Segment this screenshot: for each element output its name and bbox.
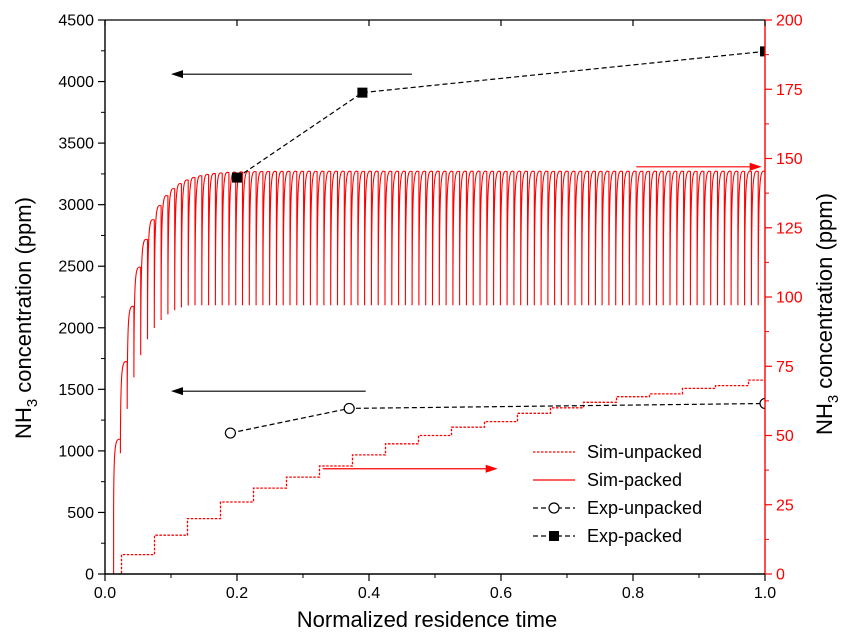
arrow-right-2 [636, 162, 762, 171]
y-left-title-main: NH [11, 407, 36, 439]
annotation-layer [171, 70, 762, 473]
y-left-tick-label-0: 0 [85, 567, 94, 584]
y-left-tick-label-8: 4000 [58, 74, 94, 91]
y-right-tick-label-1: 25 [776, 497, 794, 514]
x-axis-title: Normalized residence time [297, 607, 557, 632]
axes-layer: 0.0 0.2 0.4 0.6 0.8 1.00500100015002000250030… [58, 13, 802, 603]
y-right-tick-label-2: 50 [776, 428, 794, 445]
y-left-tick-label-6: 3000 [58, 197, 94, 214]
legend-marker-exp-unpacked [548, 502, 560, 514]
y-left-title-sub: 3 [24, 399, 41, 407]
legend-marker-exp-packed [549, 531, 559, 541]
series-sim-unpacked-line [118, 379, 765, 574]
legend-label-sim-packed: Sim-packed [587, 470, 682, 490]
point-exp-packed-0 [232, 172, 242, 183]
y-axis-left-title: NH3 concentration (ppm) [11, 197, 41, 439]
y-left-tick-label-3: 1500 [58, 382, 94, 399]
y-left-tick-label-7: 3500 [58, 136, 94, 153]
point-exp-packed-1 [357, 87, 368, 98]
y-right-tick-label-6: 150 [776, 151, 803, 168]
series-exp-packed-line [236, 50, 765, 179]
x-tick-label-4: 0.8 [622, 585, 644, 602]
y-right-tick-label-7: 175 [776, 82, 803, 99]
y-right-title-sub: 3 [825, 395, 842, 403]
point-exp-unpacked-2 [759, 397, 765, 410]
arrow-left-0 [171, 70, 412, 79]
series-exp-unpacked-line [230, 402, 765, 434]
x-tick-label-5: 1.0 [754, 585, 776, 602]
x-tick-label-3: 0.6 [490, 585, 512, 602]
y-right-tick-label-3: 75 [776, 359, 794, 376]
y-left-tick-label-1: 500 [67, 505, 94, 522]
x-tick-label-1: 0.2 [226, 585, 248, 602]
arrow-left-1 [171, 387, 366, 396]
y-axis-right-title: NH3 concentration (ppm) [812, 193, 842, 435]
y-right-title-rest: concentration (ppm) [812, 193, 837, 395]
arrow-head-1 [171, 387, 183, 396]
y-right-title-main: NH [812, 403, 837, 435]
legend-label-exp-packed: Exp-packed [587, 526, 682, 546]
y-left-tick-label-4: 2000 [58, 320, 94, 337]
x-tick-label-0: 0.0 [94, 585, 116, 602]
arrow-right-3 [322, 464, 498, 473]
y-right-tick-label-5: 125 [776, 220, 803, 237]
y-left-tick-label-9: 4500 [58, 13, 94, 30]
legend: Sim-unpacked Sim-packed Exp-unpacked Exp-pa… [533, 442, 702, 546]
y-left-tick-label-5: 2500 [58, 259, 94, 276]
y-right-tick-label-0: 0 [776, 567, 785, 584]
point-exp-unpacked-1 [343, 402, 355, 415]
legend-label-exp-unpacked: Exp-unpacked [587, 498, 702, 518]
legend-label-sim-unpacked: Sim-unpacked [587, 442, 702, 462]
y-left-tick-label-2: 1000 [58, 443, 94, 460]
y-left-title-rest: concentration (ppm) [11, 197, 36, 399]
arrow-head-0 [171, 70, 183, 79]
point-exp-packed-2 [760, 46, 765, 57]
series-layer [113, 46, 765, 574]
x-tick-label-2: 0.4 [358, 585, 380, 602]
y-right-tick-label-8: 200 [776, 13, 803, 30]
y-right-tick-label-4: 100 [776, 290, 803, 307]
point-exp-unpacked-0 [224, 427, 236, 439]
arrow-head-3 [485, 464, 498, 473]
series-sim-packed-line [113, 170, 765, 574]
arrow-head-2 [749, 162, 762, 171]
